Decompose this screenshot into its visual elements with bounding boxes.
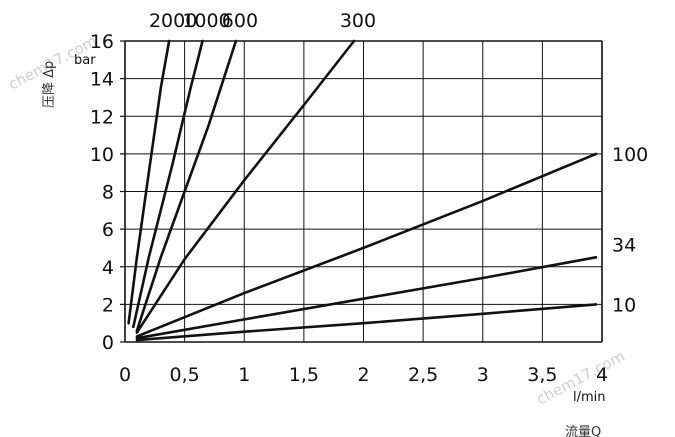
- curve-label-300: 300: [340, 10, 376, 32]
- x-axis-title: 流量Q: [565, 425, 601, 437]
- curve-label-1000: 1000: [182, 10, 230, 32]
- x-tick-label: 1: [238, 364, 250, 386]
- y-tick-label: 6: [102, 219, 114, 241]
- y-tick-label: 4: [102, 257, 114, 279]
- series-line-100: [135, 152, 598, 338]
- curve-label-34: 34: [612, 234, 636, 256]
- curves: [127, 39, 598, 342]
- x-axis-unit: l/min: [573, 390, 606, 405]
- series-line-10: [135, 303, 598, 342]
- y-axis-unit: bar: [74, 53, 96, 68]
- curve-label-100: 100: [612, 144, 648, 166]
- y-tick-label: 8: [102, 182, 114, 204]
- x-tick-label: 1,5: [289, 364, 319, 386]
- series-line-600: [135, 39, 238, 333]
- x-tick-label: 2,5: [408, 364, 438, 386]
- y-tick-label: 2: [102, 294, 114, 316]
- series-line-300: [135, 39, 356, 334]
- curve-label-10: 10: [612, 294, 636, 316]
- y-tick-label: 12: [90, 106, 114, 128]
- series-line-1000: [132, 39, 204, 329]
- x-tick-label: 0: [119, 364, 131, 386]
- x-tick-label: 2: [357, 364, 369, 386]
- y-tick-label: 0: [102, 332, 114, 354]
- series-line-2000: [127, 39, 171, 325]
- x-tick-label: 4: [596, 364, 608, 386]
- curve-label-600: 600: [222, 10, 258, 32]
- y-axis-title: 压降 Δp: [42, 61, 57, 108]
- curve-label-2000: 2000: [149, 10, 197, 32]
- tick-labels: 0 0,5 1 1,5 2 2,5 3 3,5 4 0 2 4 6 8 10 12 14 16: [90, 31, 608, 386]
- x-tick-label: 3,5: [527, 364, 557, 386]
- y-tick-label: 16: [90, 31, 114, 53]
- series-line-34: [135, 255, 598, 340]
- y-tick-label: 10: [90, 144, 114, 166]
- y-tick-label: 14: [90, 69, 114, 91]
- grid: [120, 40, 603, 343]
- x-tick-label: 3: [477, 364, 489, 386]
- x-tick-label: 0,5: [170, 364, 200, 386]
